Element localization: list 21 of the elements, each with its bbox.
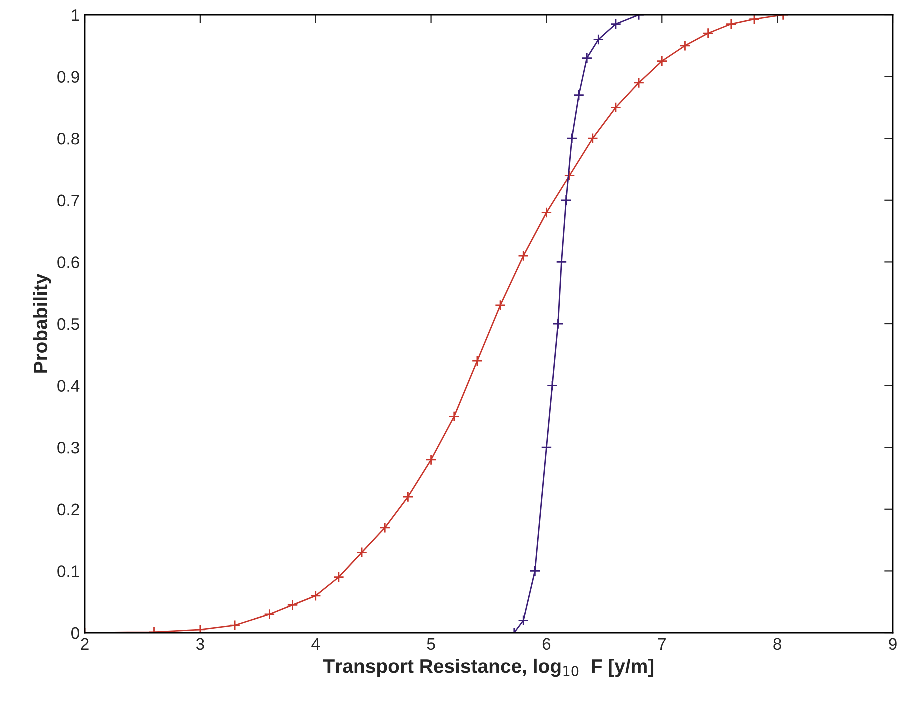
y-tick-label: 1 bbox=[72, 10, 80, 22]
x-tick-label: 6 bbox=[542, 638, 551, 650]
y-tick-label: 0.5 bbox=[58, 318, 80, 330]
y-tick-label: 0.7 bbox=[58, 194, 80, 207]
y-tick-label: 0.4 bbox=[58, 380, 80, 392]
x-tick-label: 9 bbox=[889, 638, 897, 650]
x-tick-label: 5 bbox=[427, 638, 436, 650]
x-tick-label: 3 bbox=[196, 638, 204, 650]
y-tick-label: 0.1 bbox=[58, 566, 80, 578]
y-tick-label: 0.8 bbox=[58, 133, 80, 145]
y-tick-label: 0.9 bbox=[58, 71, 80, 84]
y-axis-title: Probability bbox=[33, 274, 52, 373]
y-tick-label: 0.6 bbox=[58, 256, 80, 268]
x-tick-label: 2 bbox=[81, 638, 89, 650]
x-tick-label: 7 bbox=[658, 638, 666, 650]
x-axis-title: Transport Resistance, log$_{10}$ F [y/m] bbox=[323, 658, 654, 678]
y-tick-label: 0.3 bbox=[58, 442, 80, 454]
x-tick-label: 8 bbox=[774, 638, 782, 650]
y-tick-label: 0.2 bbox=[58, 504, 80, 516]
x-tick-label: 4 bbox=[312, 638, 320, 650]
y-tick-label: 0 bbox=[72, 627, 80, 640]
